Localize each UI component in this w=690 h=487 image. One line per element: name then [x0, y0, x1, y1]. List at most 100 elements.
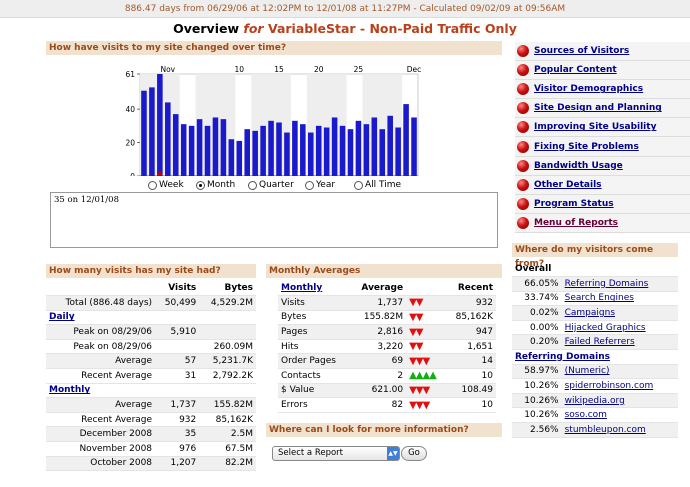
- row-recent: 932: [475, 297, 493, 308]
- trend-down-arrows-icon: ▼▼▼: [409, 355, 430, 367]
- row-bytes: 82.2M: [225, 458, 253, 469]
- range-radio-label: All Time: [365, 180, 402, 190]
- monthly-link[interactable]: Monthly: [281, 283, 323, 294]
- menu-item-link[interactable]: Sources of Visitors: [534, 46, 630, 57]
- source-link[interactable]: Referring Domains: [564, 278, 649, 289]
- chart-bar: [355, 120, 362, 176]
- menu-item-link[interactable]: Other Details: [534, 179, 602, 190]
- table-row: Peak on 08/29/06 5,910: [46, 324, 256, 340]
- chart-bar: [307, 132, 314, 176]
- source-link[interactable]: Hijacked Graphics: [564, 322, 646, 333]
- chart-bar: [149, 87, 155, 176]
- row-trend: ▼▼▼: [406, 354, 445, 369]
- chart-bar: [165, 102, 171, 176]
- chart-bar: [323, 127, 330, 176]
- row-average: 82: [391, 400, 404, 411]
- x-tick-label: Dec: [407, 65, 422, 74]
- go-button[interactable]: Go: [401, 446, 427, 461]
- row-bytes: 85,162K: [215, 414, 253, 425]
- red-ball-icon: [517, 216, 529, 229]
- chart-bar: [220, 119, 227, 176]
- menu-item-row: Sources of Visitors: [515, 42, 690, 62]
- domain-link[interactable]: spiderrobinson.com: [564, 381, 654, 392]
- table-row: $ Value 621.00 ▼▼▼ 108.49: [278, 383, 496, 398]
- range-radio-all-time[interactable]: All Time: [354, 180, 401, 190]
- table-row: October 2008 1,207 82.2M: [46, 456, 256, 471]
- visits-chart: 0 20 40 61 Nov 10 15 20 25 Dec: [125, 65, 422, 176]
- row-label: Pages: [281, 327, 308, 338]
- referring-domains-link[interactable]: Referring Domains: [515, 351, 610, 362]
- table-row: 58.97% (Numeric): [512, 364, 678, 379]
- daily-group-label: Daily: [46, 310, 256, 325]
- table-row: 66.05% Referring Domains: [512, 276, 678, 292]
- source-link[interactable]: Search Engines: [564, 293, 634, 304]
- domain-link[interactable]: wikipedia.org: [564, 395, 625, 406]
- chart-bar: [204, 125, 211, 176]
- row-link-cell: wikipedia.org: [562, 393, 678, 408]
- table-row: Bytes 155.82M ▼▼ 85,162K: [278, 310, 496, 325]
- menu-item-link[interactable]: Visitor Demographics: [534, 84, 644, 95]
- col-monthly-header: Monthly: [278, 281, 350, 296]
- menu-item-link[interactable]: Improving Site Usability: [534, 122, 657, 133]
- x-tick-label: Nov: [160, 65, 175, 74]
- menu-item-row: Other Details: [515, 175, 690, 195]
- range-radio-month[interactable]: Month: [196, 180, 235, 190]
- row-label: $ Value: [281, 385, 315, 396]
- table-row: Total (886.48 days) 50,499 4,529.2M: [46, 295, 256, 311]
- group-row: Monthly: [46, 383, 256, 398]
- row-visits: 1,737: [170, 400, 197, 411]
- table-row: Order Pages 69 ▼▼▼ 14: [278, 353, 496, 369]
- range-radio-quarter[interactable]: Quarter: [248, 180, 294, 190]
- row-label: December 2008: [79, 429, 153, 440]
- source-link[interactable]: Failed Referrers: [564, 337, 635, 348]
- visits-section-header: How many visits has my site had?: [46, 264, 256, 278]
- radio-circle-icon: [148, 180, 157, 190]
- domain-link[interactable]: stumbleupon.com: [564, 424, 646, 435]
- report-select[interactable]: Select a Report ▲▼: [272, 446, 400, 461]
- row-average: 1,737: [377, 297, 404, 308]
- report-menu: Sources of Visitors Popular Content Visito…: [515, 42, 690, 233]
- chart-bar: [276, 122, 282, 176]
- domain-link[interactable]: soso.com: [564, 410, 607, 421]
- source-link[interactable]: Campaigns: [564, 308, 616, 319]
- table-row: Recent Average 932 85,162K: [46, 412, 256, 427]
- title-for: for: [243, 21, 264, 36]
- y-tick-label: 0: [130, 172, 135, 176]
- menu-item-link[interactable]: Popular Content: [534, 65, 617, 76]
- range-selector: Week Month Quarter Year All Time: [148, 180, 448, 192]
- overall-row: Overall: [512, 262, 678, 277]
- chart-bar: [395, 127, 401, 176]
- menu-item-link[interactable]: Bandwidth Usage: [534, 160, 623, 171]
- chart-bar: [172, 114, 179, 176]
- range-radio-year[interactable]: Year: [305, 180, 335, 190]
- monthly-link[interactable]: Monthly: [49, 385, 91, 396]
- chart-bar: [228, 139, 235, 176]
- menu-item-link[interactable]: Program Status: [534, 198, 614, 209]
- chart-bar: [315, 125, 322, 176]
- col-trend-header: [406, 281, 445, 296]
- range-radio-week[interactable]: Week: [148, 180, 184, 190]
- row-recent: 10: [481, 400, 493, 411]
- row-link-cell: (Numeric): [562, 364, 678, 379]
- daily-link[interactable]: Daily: [49, 312, 75, 323]
- chart-bar: [196, 119, 203, 176]
- menu-item-row: Site Design and Planning: [515, 99, 690, 119]
- row-recent: 108.49: [461, 385, 494, 396]
- domain-link[interactable]: (Numeric): [564, 366, 610, 377]
- row-bytes: 4,529.2M: [210, 297, 253, 308]
- row-recent: 10: [481, 370, 493, 381]
- group-row: Daily: [46, 310, 256, 325]
- menu-item-link[interactable]: Site Design and Planning: [534, 103, 662, 114]
- row-trend: ▼▼: [406, 339, 445, 354]
- row-bytes: 67.5M: [225, 443, 253, 454]
- row-average: 2,816: [377, 327, 404, 338]
- radio-circle-icon: [354, 180, 363, 190]
- chart-bar: [387, 115, 393, 176]
- row-link-cell: spiderrobinson.com: [562, 379, 678, 394]
- row-label: Contacts: [281, 370, 321, 381]
- row-label: Peak on 08/29/06: [73, 341, 153, 352]
- menu-item-link[interactable]: Menu of Reports: [534, 217, 618, 228]
- table-row: 0.02% Campaigns: [512, 305, 678, 321]
- row-visits: 1,207: [170, 458, 197, 469]
- menu-item-link[interactable]: Fixing Site Problems: [534, 141, 639, 152]
